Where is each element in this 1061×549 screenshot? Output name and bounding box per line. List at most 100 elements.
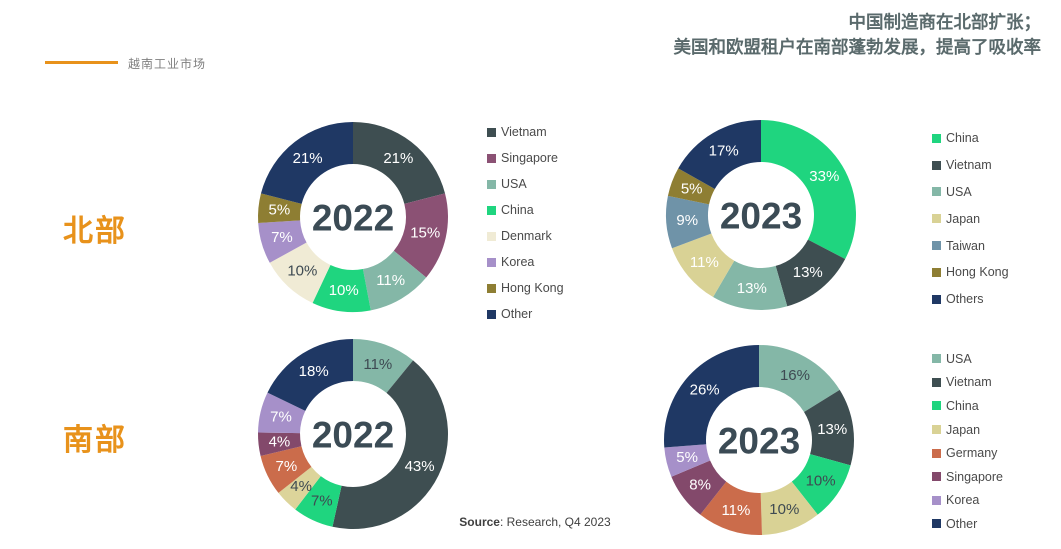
legend-item-vietnam: Vietnam xyxy=(932,371,1003,395)
donut-value-label: 9% xyxy=(676,212,698,229)
donut-svg-south-2022: 11%43%7%4%7%4%7%18%2022 xyxy=(258,339,448,529)
donut-value-label: 33% xyxy=(809,168,839,185)
donut-value-label: 43% xyxy=(405,458,435,475)
legend-north-2023: China Vietnam USA Japan Taiwan Hong Kong Other… xyxy=(932,125,1009,313)
donut-segment-north-2022-hong-kong xyxy=(258,193,302,223)
donut-value-label: 13% xyxy=(793,264,823,281)
donut-segment-south-2022-china xyxy=(295,476,342,527)
donut-value-label: 26% xyxy=(690,381,720,398)
donut-segment-south-2023-korea xyxy=(664,444,711,477)
legend-label: Denmark xyxy=(501,229,552,243)
legend-label: Hong Kong xyxy=(501,281,564,295)
slide-title: 中国制造商在北部扩张； 美国和欧盟租户在南部蓬勃发展，提高了吸收率 xyxy=(481,10,1042,60)
legend-label: Singapore xyxy=(501,151,558,165)
donut-chart-north-2022: 21% 15% 11% 10% 10% 7% 5% 21% 2022 xyxy=(253,117,453,317)
legend-swatch-icon xyxy=(932,294,941,304)
legend-label: China xyxy=(946,131,979,146)
donut-segment-south-2023-usa xyxy=(759,345,840,413)
donut-segment-south-2023-china xyxy=(791,454,851,515)
donut-value-label: 15% xyxy=(410,225,440,242)
legend-item-korea: Korea xyxy=(487,249,564,275)
legend-swatch-icon xyxy=(487,205,496,215)
donut-segment-south-2022-japan xyxy=(278,466,321,510)
legend-swatch-icon xyxy=(932,133,941,143)
donut-value-label: 16% xyxy=(780,367,810,384)
donut-segment-south-2022-vietnam xyxy=(332,360,448,529)
donut-chart-north-2023: 33% 13% 13% 11% 9% 5% 17% 2023 xyxy=(661,115,861,315)
donut-svg-north-2022: 21% 15% 11% 10% 10% 7% 5% 21% 2022 xyxy=(258,122,448,312)
legend-item-china: China xyxy=(932,125,1009,152)
legend-swatch-icon xyxy=(932,495,941,505)
donut-value-label: 11% xyxy=(363,356,392,373)
donut-value-label: 7% xyxy=(270,408,292,425)
donut-segment-north-2022-china xyxy=(312,264,371,312)
legend-swatch-icon xyxy=(487,127,496,137)
legend-swatch-icon xyxy=(487,153,496,163)
donut-value-label: 10% xyxy=(806,472,836,489)
donut-value-label: 7% xyxy=(271,229,293,246)
donut-value-label: 10% xyxy=(287,262,317,279)
legend-label: Others xyxy=(946,292,984,307)
donut-value-label: 7% xyxy=(276,458,298,475)
donut-value-label: 5% xyxy=(676,449,698,466)
legend-item-taiwan: Taiwan xyxy=(932,232,1009,259)
donut-value-label: 11% xyxy=(690,254,719,271)
donut-value-label: 4% xyxy=(290,478,312,495)
legend-item-china: China xyxy=(932,394,1003,418)
donut-segment-south-2023-vietnam xyxy=(804,389,854,466)
legend-label: Vietnam xyxy=(946,375,992,390)
donut-segment-south-2023-other xyxy=(664,345,759,448)
legend-swatch-icon xyxy=(932,354,941,364)
donut-segment-north-2023-others xyxy=(678,120,761,189)
legend-label: Vietnam xyxy=(501,125,547,139)
donut-segment-north-2023-japan xyxy=(672,233,735,298)
region-label-north: 北部 xyxy=(63,215,127,248)
legend-item-hong-kong: Hong Kong xyxy=(487,275,564,301)
legend-south-2023: USA Vietnam China Japan Germany Singapore Kore… xyxy=(932,347,1003,536)
legend-swatch-icon xyxy=(487,179,496,189)
legend-swatch-icon xyxy=(932,448,941,458)
legend-item-usa: USA xyxy=(932,347,1003,371)
donut-segment-north-2022-korea xyxy=(258,220,307,263)
legend-label: Germany xyxy=(946,446,998,461)
legend-label: USA xyxy=(501,177,527,191)
donut-svg-south-2023: 16% 13% 10% 10% 11% 8% 5% 26% 2023 xyxy=(664,345,854,535)
region-label-south: 南部 xyxy=(63,424,127,457)
donut-value-label: 11% xyxy=(721,502,750,519)
donut-value-label: 11% xyxy=(376,272,405,289)
legend-swatch-icon xyxy=(487,231,496,241)
legend-label: Taiwan xyxy=(946,238,985,253)
donut-value-label: 17% xyxy=(709,143,739,160)
legend-item-japan: Japan xyxy=(932,205,1009,232)
legend-swatch-icon xyxy=(932,214,941,224)
donut-segment-north-2023-usa xyxy=(713,260,788,310)
source-note: Source: Research, Q4 2023 xyxy=(435,515,635,529)
donut-center-year: 2022 xyxy=(312,198,394,239)
donut-segment-north-2022-denmark xyxy=(269,242,331,303)
donut-value-label: 10% xyxy=(329,282,359,299)
source-text: : Research, Q4 2023 xyxy=(499,515,611,529)
legend-label: Korea xyxy=(501,255,535,269)
donut-segment-north-2022-singapore xyxy=(393,193,448,278)
legend-item-korea: Korea xyxy=(932,489,1003,513)
donut-chart-south-2022: 11% 43% 7% 4% 7% 4% 7% 18% 2022 xyxy=(253,334,453,534)
slide-title-line-1: 中国制造商在北部扩张； xyxy=(848,12,1042,32)
legend-label: Hong Kong xyxy=(946,265,1009,280)
donut-value-label: 13% xyxy=(737,280,767,297)
legend-item-other: Other xyxy=(932,512,1003,536)
legend-label: USA xyxy=(946,351,972,366)
slide-title-line-2: 美国和欧盟租户在南部蓬勃发展，提高了吸收率 xyxy=(673,37,1042,57)
legend-swatch-icon xyxy=(932,241,941,251)
legend-item-denmark: Denmark xyxy=(487,223,564,249)
donut-segment-south-2022-korea xyxy=(258,392,306,434)
donut-svg-north-2023: 33% 13% 13% 11% 9% 5% 17% 2023 xyxy=(666,120,856,310)
legend-swatch-icon xyxy=(932,377,941,387)
legend-item-germany: Germany xyxy=(932,441,1003,465)
donut-segment-south-2022-germany xyxy=(260,446,312,493)
legend-swatch-icon xyxy=(932,267,941,277)
legend-label: Other xyxy=(946,516,978,531)
donut-value-label: 13% xyxy=(817,421,847,438)
donut-value-label: 5% xyxy=(268,202,290,219)
legend-swatch-icon xyxy=(932,187,941,197)
